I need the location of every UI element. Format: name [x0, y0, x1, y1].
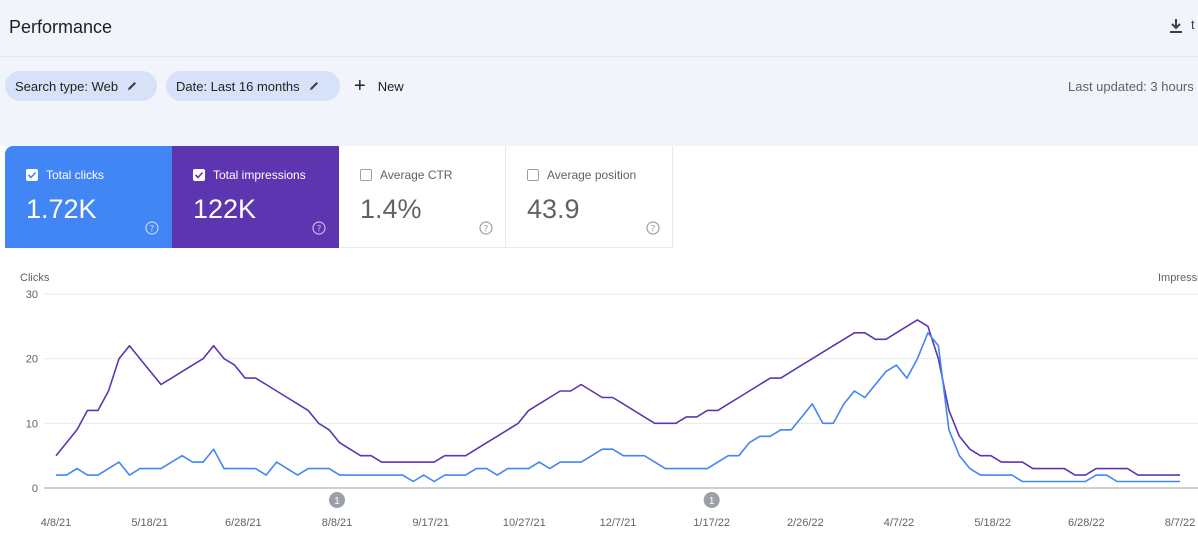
y-tick-label: 10: [26, 418, 38, 430]
x-tick-label: 10/27/21: [503, 517, 546, 529]
metric-card-total-clicks[interactable]: Total clicks 1.72K ?: [5, 146, 172, 248]
new-filter-button[interactable]: + New: [354, 71, 404, 101]
x-tick-label: 5/18/21: [131, 517, 168, 529]
help-icon[interactable]: ?: [145, 221, 159, 235]
help-icon[interactable]: ?: [312, 221, 326, 235]
overflow-text: t: [1191, 17, 1195, 31]
checkbox-checked-icon[interactable]: [26, 169, 38, 181]
annotation-marker[interactable]: 1: [329, 492, 345, 508]
date-filter-chip[interactable]: Date: Last 16 months: [166, 71, 340, 101]
date-filter-label: Date: Last 16 months: [176, 78, 300, 94]
y2-axis-label: Impressions: [1158, 272, 1198, 284]
help-icon[interactable]: ?: [646, 221, 660, 235]
metric-card-total-impressions[interactable]: Total impressions 122K ?: [172, 146, 339, 248]
x-tick-label: 4/8/21: [41, 517, 72, 529]
y-tick-label: 20: [26, 354, 38, 366]
header-bar: Performance t: [0, 0, 1198, 57]
last-updated-text: Last updated: 3 hours ago: [1068, 79, 1198, 94]
svg-text:?: ?: [651, 225, 656, 235]
metric-value: 122K: [193, 194, 257, 224]
edit-pencil-icon: [309, 82, 318, 90]
annotation-label: 1: [709, 496, 715, 507]
metric-value: 43.9: [527, 194, 580, 224]
metric-card-average-ctr[interactable]: Average CTR 1.4% ?: [339, 146, 506, 248]
annotation-label: 1: [334, 496, 340, 507]
page-title: Performance: [9, 17, 113, 37]
x-tick-label: 6/28/22: [1068, 517, 1105, 529]
metric-label: Total clicks: [46, 168, 105, 182]
plus-icon: +: [354, 75, 366, 97]
y-tick-label: 0: [32, 483, 38, 495]
search-type-filter-chip[interactable]: Search type: Web: [5, 71, 157, 101]
y-tick-label: 30: [26, 289, 38, 301]
search-type-filter-label: Search type: Web: [15, 78, 119, 94]
metric-label: Total impressions: [213, 168, 306, 182]
checkbox-unchecked-icon[interactable]: [360, 169, 372, 181]
performance-chart[interactable]: Clicks Impressions 0 10 20 30 1 1 4/8/21 5/18…: [0, 260, 1198, 541]
metric-card-average-position[interactable]: Average position 43.9 ?: [506, 146, 673, 248]
series-line-total-clicks: [56, 332, 1180, 483]
x-tick-label: 8/7/22: [1165, 517, 1196, 529]
svg-text:?: ?: [317, 225, 322, 235]
checkbox-checked-icon[interactable]: [193, 169, 205, 181]
x-tick-label: 8/8/21: [322, 517, 353, 529]
new-filter-label: New: [377, 78, 404, 94]
series-line-total-impressions: [55, 319, 1180, 476]
x-tick-label: 2/26/22: [787, 517, 824, 529]
annotation-marker[interactable]: 1: [703, 492, 720, 508]
metric-value: 1.4%: [360, 194, 422, 224]
metric-label: Average position: [547, 168, 637, 182]
x-tick-label: 12/7/21: [600, 517, 637, 529]
metric-label: Average CTR: [380, 168, 453, 182]
metric-value: 1.72K: [26, 194, 97, 224]
x-tick-label: 9/17/21: [412, 517, 449, 529]
y-axis-label: Clicks: [20, 272, 50, 284]
x-tick-label: 4/7/22: [884, 517, 915, 529]
checkbox-unchecked-icon[interactable]: [527, 169, 539, 181]
x-tick-label: 1/17/22: [693, 517, 730, 529]
help-icon[interactable]: ?: [479, 221, 493, 235]
svg-text:?: ?: [484, 225, 489, 235]
download-icon[interactable]: [1166, 16, 1186, 36]
x-tick-label: 5/18/22: [974, 517, 1011, 529]
x-tick-label: 6/28/21: [225, 517, 262, 529]
svg-text:?: ?: [150, 225, 155, 235]
edit-pencil-icon: [128, 82, 137, 90]
